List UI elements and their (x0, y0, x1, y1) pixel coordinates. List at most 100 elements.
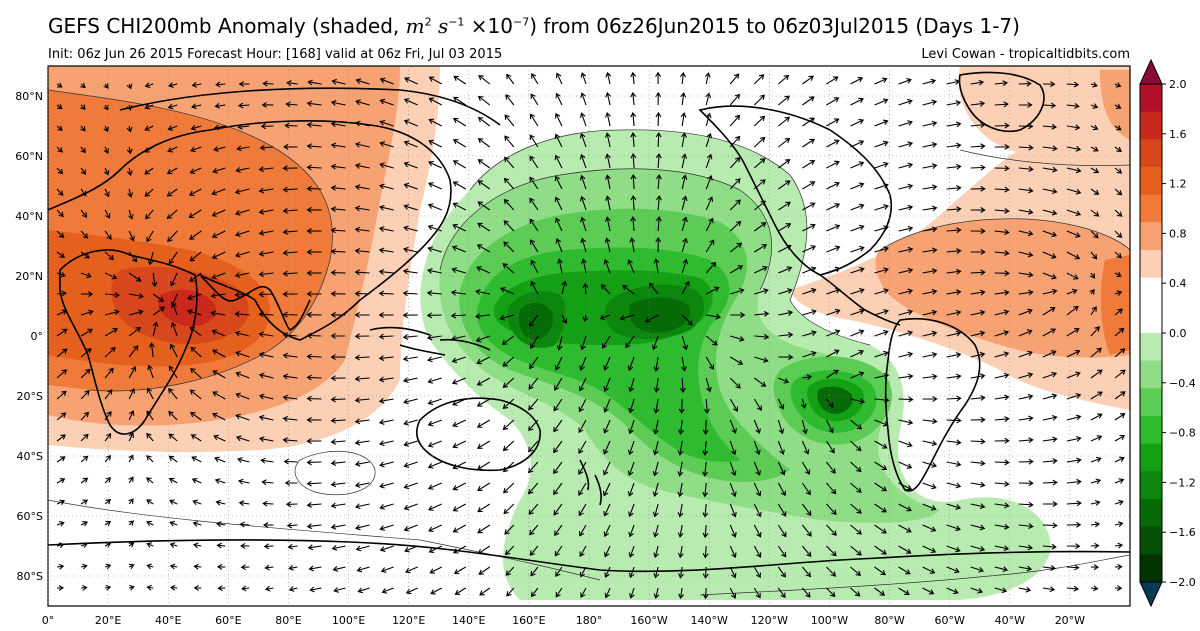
wind-vector (898, 396, 914, 403)
wind-vector (451, 245, 466, 253)
wind-vector (476, 377, 491, 386)
wind-vector (477, 159, 491, 169)
wind-vector (705, 335, 718, 346)
wind-vector (677, 440, 684, 456)
wind-vector (677, 482, 684, 498)
wind-vector (681, 174, 688, 190)
wind-vector (128, 345, 139, 358)
wind-vector (702, 419, 709, 436)
wind-vector (630, 91, 637, 106)
lon-label: 120°W (751, 614, 788, 627)
wind-vector (1090, 146, 1099, 152)
wind-vector (1114, 82, 1122, 88)
wind-vector (898, 440, 913, 448)
colorbar-segment (1140, 360, 1162, 389)
wind-vector (554, 524, 563, 537)
wind-vector (1018, 544, 1034, 551)
colorbar-under-arrow (1139, 581, 1163, 608)
wind-vector (190, 124, 202, 131)
wind-vector (1018, 251, 1034, 258)
wind-vector (169, 499, 178, 505)
wind-vector (306, 501, 322, 508)
wind-vector (826, 160, 840, 169)
wind-vector (379, 141, 394, 148)
wind-vector (502, 377, 515, 389)
wind-vector (653, 377, 660, 393)
wind-vector (802, 96, 815, 106)
wind-vector (802, 330, 817, 337)
wind-vector (994, 372, 1010, 379)
wind-vector (330, 523, 346, 530)
wind-vector (357, 587, 370, 594)
wind-vector (729, 524, 737, 538)
wind-vector (874, 309, 889, 316)
wind-vector (946, 121, 962, 128)
wind-vector (677, 461, 684, 477)
wind-vector (1066, 328, 1080, 337)
wind-vector (237, 457, 250, 463)
wind-vector (970, 394, 986, 401)
wind-vector (263, 522, 274, 528)
wind-vector (994, 566, 1009, 573)
wind-vector (922, 524, 937, 532)
wind-vector (306, 121, 322, 128)
wind-vector (729, 156, 741, 169)
wind-vector (215, 499, 226, 506)
wind-vector (801, 545, 812, 558)
wind-vector (1066, 478, 1082, 485)
wind-vector (753, 157, 766, 169)
wind-vector (427, 440, 442, 448)
wind-vector (1018, 586, 1032, 593)
wind-vector (850, 349, 865, 358)
wind-vector (628, 398, 635, 414)
wind-vector (237, 123, 250, 130)
wind-vector (104, 328, 118, 337)
wind-vector (556, 335, 563, 351)
wind-vector (146, 387, 154, 400)
wind-vector (898, 309, 914, 316)
wind-vector (306, 249, 322, 256)
wind-vector (355, 78, 370, 85)
wind-vector (970, 228, 986, 235)
wind-vector (850, 440, 862, 452)
coast-australia (415, 397, 541, 472)
wind-vector (167, 146, 178, 153)
wind-vector (778, 201, 791, 211)
wind-vector (1066, 521, 1082, 528)
wind-vector (258, 331, 274, 338)
wind-vector (504, 545, 515, 556)
wind-vector (898, 141, 914, 148)
wind-vector (922, 78, 937, 85)
wind-vector (308, 565, 322, 572)
wind-vector (777, 587, 786, 599)
wind-vector (258, 187, 274, 194)
wind-vector (282, 291, 298, 298)
wind-vector (582, 282, 589, 295)
wind-vector (474, 313, 490, 320)
wind-vector (628, 503, 635, 518)
wind-vector (306, 523, 322, 530)
wind-vector (530, 259, 539, 274)
wind-vector (105, 291, 120, 298)
wind-vector (802, 245, 817, 253)
wind-vector (648, 282, 659, 295)
wind-vector (619, 314, 635, 321)
wind-vector (501, 335, 515, 345)
wind-vector (378, 226, 394, 232)
wind-vector (850, 182, 865, 190)
wind-vector (169, 343, 178, 358)
wind-vector (104, 209, 111, 219)
coast-central-america (819, 274, 901, 326)
wind-vector (354, 397, 370, 404)
wind-vector (753, 524, 762, 538)
wind-vector (850, 118, 865, 127)
wind-vector (850, 266, 865, 274)
wind-vector (898, 419, 914, 426)
wind-vector (1090, 521, 1101, 528)
wind-vector (778, 310, 794, 316)
colorbar: 2.0 1.6 1.2 0.8 0.4 0.0 −0.4 −0.8 −1.2 −1.6 −2.0 (1139, 58, 1196, 608)
wind-vector (169, 520, 178, 527)
wind-vector (258, 208, 274, 215)
wind-vector (826, 545, 837, 557)
wind-vector (1018, 329, 1033, 337)
